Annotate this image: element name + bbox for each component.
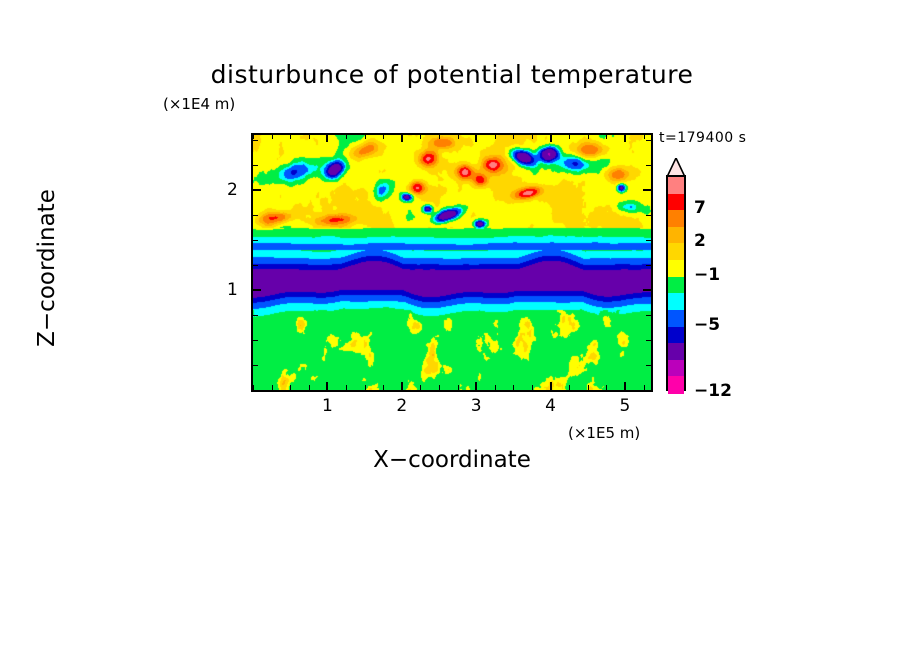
x-minor-tick-top (271, 134, 273, 139)
colorbar-band (668, 177, 684, 195)
x-major-tick-top (475, 134, 478, 142)
y-minor-tick (253, 215, 258, 216)
colorbar-band (668, 193, 684, 211)
y-tick-label: 2 (227, 180, 238, 200)
colorbar-band (668, 210, 684, 228)
contour-field-canvas (253, 135, 651, 390)
x-axis-title: X−coordinate (373, 447, 531, 473)
x-major-tick (549, 382, 552, 390)
x-minor-tick (253, 385, 254, 390)
y-minor-tick-right (646, 315, 651, 316)
colorbar-band (668, 326, 684, 344)
x-minor-tick-top (494, 134, 496, 139)
x-major-tick-top (326, 134, 329, 142)
x-minor-tick-top (438, 134, 440, 139)
y-axis-title: Z−coordinate (34, 189, 60, 347)
z-axis-units: (×1E4 m) (163, 95, 236, 113)
y-minor-tick-right (646, 265, 651, 266)
colorbar-tick-label: 7 (694, 198, 706, 219)
x-minor-tick-top (606, 134, 608, 139)
colorbar-band (668, 260, 684, 278)
x-minor-tick (457, 385, 459, 390)
y-major-tick-right (643, 189, 651, 191)
x-minor-tick (271, 385, 273, 390)
colorbar (666, 175, 686, 394)
x-minor-tick-top (531, 134, 533, 139)
x-minor-tick-top (587, 134, 589, 139)
page-title: disturbunce of potential temperature (210, 60, 694, 89)
x-minor-tick (587, 385, 589, 390)
contour-plot-area (251, 133, 653, 392)
x-minor-tick (345, 385, 347, 390)
x-minor-tick-top (308, 134, 310, 139)
colorbar-tick-label: −1 (694, 264, 721, 285)
y-minor-tick (253, 140, 258, 141)
y-minor-tick (253, 265, 258, 266)
y-minor-tick (253, 240, 258, 241)
x-minor-tick (290, 385, 292, 390)
colorbar-band (668, 359, 684, 377)
y-minor-tick (253, 165, 258, 166)
colorbar-band (668, 226, 684, 245)
x-minor-tick-top (420, 134, 422, 139)
x-minor-tick-top (383, 134, 385, 139)
x-major-tick-top (623, 134, 626, 142)
y-minor-tick-right (646, 365, 651, 366)
x-minor-tick-top (457, 134, 459, 139)
x-tick-label: 1 (321, 396, 333, 416)
colorbar-band (668, 293, 684, 311)
y-minor-tick-right (646, 140, 651, 141)
colorbar-tick-label: −5 (694, 314, 721, 335)
x-minor-tick-top (345, 134, 347, 139)
x-major-tick (475, 382, 478, 390)
x-minor-tick-top (513, 134, 515, 139)
x-minor-tick (513, 385, 515, 390)
x-tick-label: 2 (396, 396, 408, 416)
x-major-tick (623, 382, 626, 390)
time-annotation: t=179400 s (659, 130, 747, 146)
x-minor-tick (494, 385, 496, 390)
y-minor-tick (253, 315, 258, 316)
colorbar-band (668, 309, 684, 328)
x-minor-tick-top (643, 134, 645, 139)
y-major-tick (253, 189, 261, 191)
x-minor-tick (308, 385, 310, 390)
x-minor-tick (438, 385, 440, 390)
x-axis-units: (×1E5 m) (568, 424, 641, 442)
colorbar-band (668, 343, 684, 361)
x-major-tick (400, 382, 403, 390)
y-minor-tick-right (646, 165, 651, 166)
x-tick-label: 4 (545, 396, 556, 416)
x-minor-tick (569, 385, 571, 390)
colorbar-tick-label: −12 (694, 381, 732, 401)
x-minor-tick (531, 385, 533, 390)
x-minor-tick-top (290, 134, 292, 139)
x-minor-tick (420, 385, 422, 390)
y-major-tick-right (643, 289, 651, 291)
x-minor-tick (606, 385, 608, 390)
y-minor-tick-right (646, 240, 651, 241)
x-tick-label: 5 (619, 396, 631, 416)
y-minor-tick-right (646, 215, 651, 216)
y-major-tick (253, 289, 261, 291)
x-major-tick-top (400, 134, 403, 142)
colorbar-band (668, 243, 684, 261)
y-minor-tick-right (646, 340, 651, 341)
x-tick-label: 3 (470, 396, 482, 416)
x-minor-tick-top (364, 134, 366, 139)
x-minor-tick (643, 385, 645, 390)
colorbar-tick-label: 2 (694, 231, 706, 252)
colorbar-band (668, 276, 684, 294)
x-minor-tick-top (569, 134, 571, 139)
y-minor-tick (253, 340, 258, 341)
x-major-tick (326, 382, 329, 390)
x-minor-tick (364, 385, 366, 390)
colorbar-arrow-tip (666, 158, 686, 177)
x-major-tick-top (549, 134, 552, 142)
x-minor-tick (383, 385, 385, 390)
colorbar-band (668, 376, 684, 394)
y-tick-label: 1 (227, 280, 238, 300)
y-minor-tick (253, 365, 258, 366)
x-minor-tick-top (253, 134, 254, 139)
